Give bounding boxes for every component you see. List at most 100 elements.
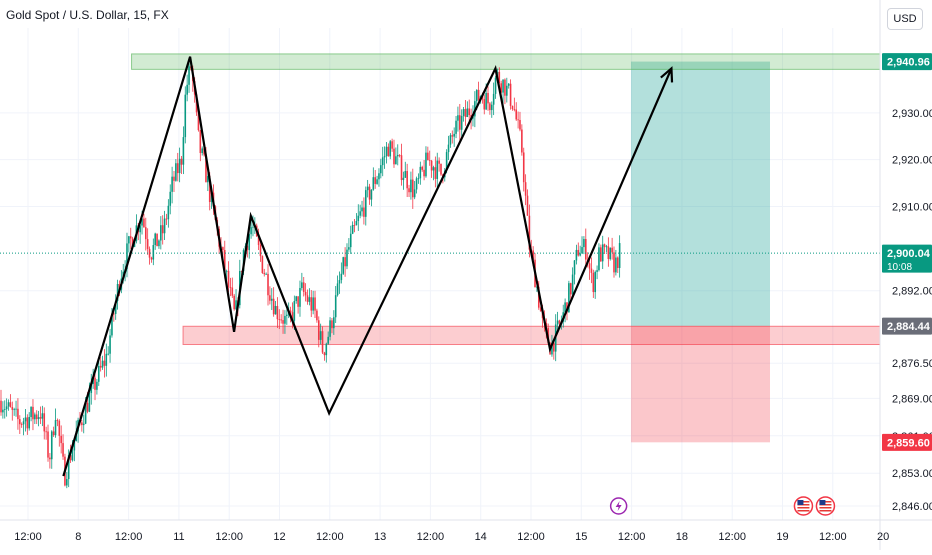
candle (521, 124, 523, 156)
candle (19, 415, 21, 434)
candle (331, 317, 333, 334)
candle (180, 156, 183, 175)
y-tick-label: 2,846.00 (892, 501, 932, 513)
candle (235, 289, 237, 310)
y-axis-ticks: 2,930.00 2,920.00 2,910.00 2,892.00 2,876.50… (892, 108, 932, 513)
candle (178, 147, 181, 183)
candle-body (387, 146, 390, 157)
candle-body (607, 246, 610, 260)
candle (609, 247, 612, 261)
candle-body (150, 257, 153, 260)
candle (410, 171, 412, 200)
candle-body (66, 479, 68, 486)
candle-body (62, 443, 64, 457)
candle-body (267, 273, 269, 296)
candle-body (103, 360, 106, 366)
candle-body (588, 263, 591, 269)
candle-body (302, 282, 305, 292)
candle (594, 270, 596, 299)
candle-body (511, 105, 514, 109)
candle (45, 426, 47, 440)
candle-body (109, 335, 111, 354)
x-tick-label: 11 (173, 531, 184, 543)
candle-body (126, 243, 128, 270)
candle-body (368, 186, 371, 200)
candle-body (13, 409, 15, 411)
candle (259, 240, 262, 262)
candle (73, 441, 76, 462)
candle-body (235, 300, 237, 310)
y-tick-label: 2,876.50 (892, 358, 932, 370)
price-badge-label: 2,900.04 (887, 248, 931, 260)
candle-body (197, 112, 200, 131)
candle-body (506, 85, 508, 96)
candle (28, 412, 31, 431)
candle-body (105, 353, 108, 366)
candle-body (551, 342, 553, 355)
price-axis (880, 0, 932, 550)
candle-body (111, 313, 113, 336)
x-tick-label: 12 (273, 531, 285, 543)
candle (618, 235, 621, 278)
candle-body (154, 233, 156, 246)
flag-stripe (797, 510, 810, 512)
candle-body (9, 402, 12, 408)
candle (616, 256, 619, 273)
lightning-icon[interactable] (609, 497, 628, 515)
candle (26, 414, 29, 435)
candle (201, 146, 203, 156)
candle (0, 389, 2, 416)
currency-button[interactable]: USD (887, 8, 923, 30)
candle-body (509, 83, 512, 106)
candle-body (528, 215, 531, 250)
candle-body (553, 342, 555, 352)
candle-body (178, 158, 181, 174)
candle (160, 216, 162, 250)
us-flag-icon[interactable] (793, 496, 814, 516)
candle-body (571, 274, 574, 295)
x-tick-label: 12:00 (819, 531, 847, 543)
candle-body (475, 89, 478, 102)
candle-body (81, 422, 83, 426)
candle (383, 146, 386, 169)
candle-body (160, 225, 162, 241)
candle-body (167, 205, 170, 220)
candle (513, 97, 516, 112)
candle (402, 171, 405, 190)
us-flag-icon[interactable] (815, 496, 836, 516)
candle (564, 298, 566, 323)
price-badge: 2,940.96 (882, 53, 932, 71)
candle-body (97, 365, 100, 382)
candle-body (415, 178, 418, 190)
candle (333, 310, 335, 335)
x-tick-label: 12:00 (718, 531, 746, 543)
candle-body (94, 377, 96, 390)
candle (233, 293, 235, 311)
x-tick-label: 14 (475, 531, 487, 543)
candle-body (605, 246, 608, 248)
candle-body (447, 144, 450, 153)
candle-body (427, 152, 429, 161)
candle-body (603, 244, 606, 247)
candle-body (532, 250, 534, 260)
candle (419, 161, 422, 185)
candle-body (131, 238, 134, 247)
candle (35, 410, 38, 425)
candle (575, 244, 578, 265)
candle (231, 277, 234, 298)
candle (319, 323, 322, 345)
candle (336, 275, 339, 297)
y-tick-label: 2,853.00 (892, 468, 932, 480)
candle-body (515, 109, 518, 120)
candle (39, 406, 42, 425)
candle-body (321, 331, 324, 353)
candle-body (231, 287, 234, 296)
candle-body (421, 166, 424, 170)
candle-body (423, 169, 425, 177)
candle-body (314, 297, 316, 311)
candle (146, 228, 149, 255)
candle-body (411, 179, 414, 198)
candle (282, 309, 284, 334)
